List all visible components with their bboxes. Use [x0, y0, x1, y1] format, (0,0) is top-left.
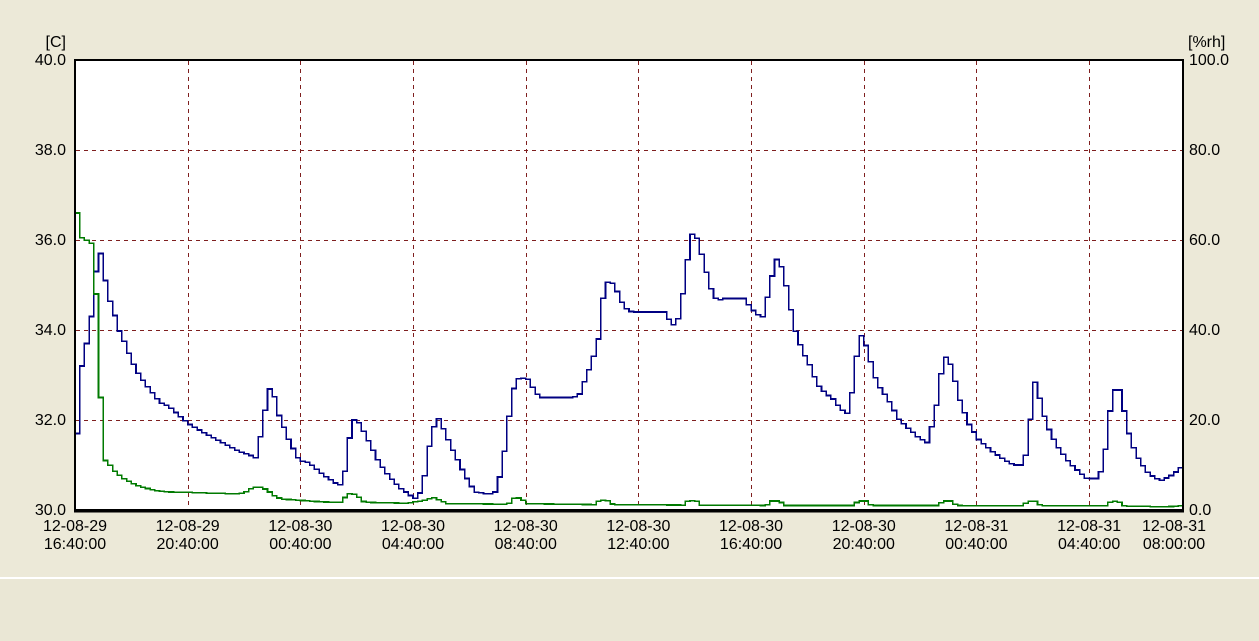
left-axis-tick-label: 30.0 — [34, 502, 66, 519]
x-axis-tick-label: 12-08-31 08:00:00 — [1141, 518, 1207, 553]
right-axis-unit-label: [%rh] — [1188, 34, 1226, 51]
right-axis-tick-label: 60.0 — [1189, 232, 1221, 249]
x-axis-tick-label: 12-08-30 20:40:00 — [831, 518, 896, 553]
right-axis-tick-label: 20.0 — [1189, 412, 1221, 429]
chart-canvas — [74, 59, 1184, 513]
bottom-panel — [0, 579, 1259, 641]
x-axis-tick-label: 12-08-30 16:40:00 — [719, 518, 784, 553]
left-axis-tick-label: 36.0 — [34, 232, 66, 249]
right-axis-tick-label: 80.0 — [1189, 142, 1221, 159]
plot-background — [75, 60, 1183, 510]
x-axis-tick-label: 12-08-29 16:40:00 — [42, 518, 108, 553]
x-axis-tick-label: 12-08-31 00:40:00 — [944, 518, 1009, 553]
left-axis-tick-label: 40.0 — [34, 52, 66, 69]
plot-frame — [74, 59, 1184, 511]
temperature-series-line — [75, 233, 1184, 500]
left-axis-tick-label: 38.0 — [34, 142, 66, 159]
x-axis-tick-label: 12-08-30 12:40:00 — [606, 518, 671, 553]
left-axis-tick-label: 34.0 — [34, 322, 66, 339]
right-axis-tick-label: 40.0 — [1189, 322, 1221, 339]
right-axis-tick-label: 0.0 — [1189, 502, 1212, 519]
x-axis-tick-label: 12-08-30 08:40:00 — [493, 518, 558, 553]
x-axis-tick-label: 12-08-30 00:40:00 — [268, 518, 333, 553]
right-axis-tick-label: 100.0 — [1189, 52, 1230, 69]
left-axis-unit-label: [C] — [45, 34, 66, 51]
x-axis-tick-label: 12-08-30 04:40:00 — [381, 518, 446, 553]
x-axis-tick-label: 12-08-29 20:40:00 — [155, 518, 220, 553]
left-axis-tick-label: 32.0 — [34, 412, 66, 429]
humidity-series-line — [75, 212, 1184, 508]
statusbar-separator — [0, 577, 1259, 579]
chart-panel: [C] [%rh] 40.0 38.0 36.0 34.0 32.0 30.0 100.0 8… — [34, 34, 1230, 553]
x-axis-tick-label: 12-08-31 04:40:00 — [1057, 518, 1122, 553]
